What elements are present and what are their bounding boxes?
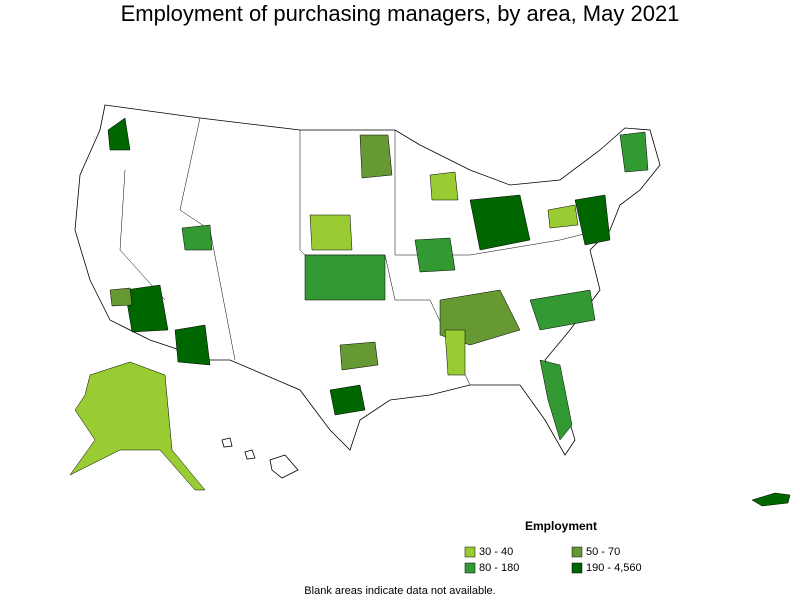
puerto-rico [751,492,791,507]
legend-label: 30 - 40 [479,546,513,558]
hawaii [244,449,256,460]
map-shapes [69,104,791,507]
legend-label: 80 - 180 [479,562,519,574]
state-border [394,130,601,256]
state-border [119,169,166,301]
area-region [109,287,133,307]
area-region [547,204,579,229]
hawaii [221,437,233,448]
area-region [529,289,596,331]
legend-swatch [464,546,476,558]
area-region [107,117,131,151]
legend: Employment 30 - 40 50 - 70 80 - 180 190 - 4… [464,519,642,574]
legend-label: 190 - 4,560 [586,562,642,574]
legend-swatch [571,546,583,558]
area-region [329,384,366,416]
area-region [429,171,459,201]
area-region [619,131,649,173]
area-region [469,194,531,251]
legend-swatch [571,562,583,574]
footnote: Blank areas indicate data not available. [304,585,495,597]
legend-label: 50 - 70 [586,546,620,558]
area-region [181,224,213,251]
area-region [359,134,393,179]
area-region [174,324,211,366]
legend-swatch [464,562,476,574]
map-title: Employment of purchasing managers, by ar… [121,1,680,26]
hawaii [269,454,299,479]
area-region [304,254,386,301]
alaska [69,361,206,491]
area-region [339,341,379,371]
area-region [124,284,169,333]
area-region [414,237,456,273]
area-region [539,359,573,441]
area-region [444,329,466,376]
state-border [179,117,236,361]
area-region [309,214,353,251]
area-region [574,194,611,246]
legend-title: Employment [525,519,597,533]
